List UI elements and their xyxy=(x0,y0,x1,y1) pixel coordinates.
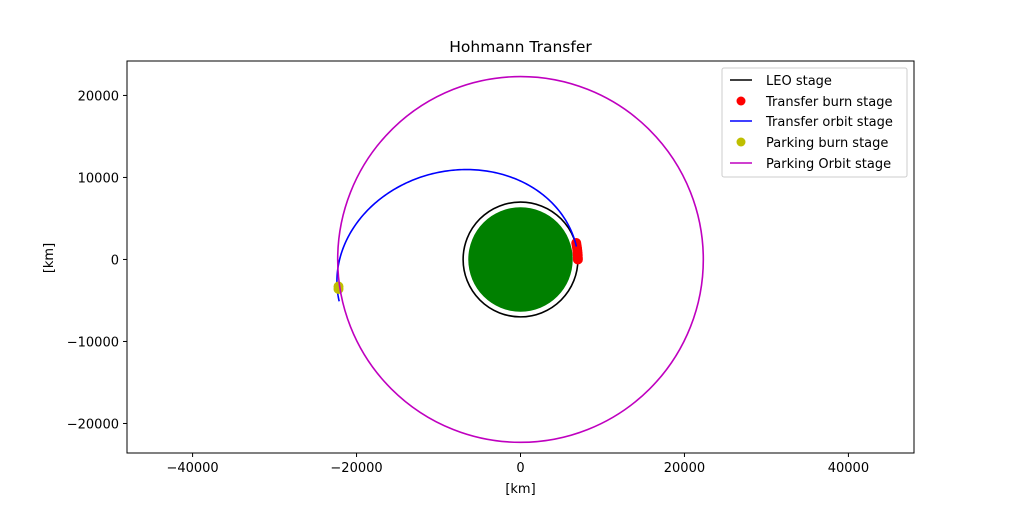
parking-orbit-stage-line xyxy=(336,75,705,444)
parking-burn-stage-point xyxy=(333,283,344,294)
legend-label-transfer-burn: Transfer burn stage xyxy=(765,95,892,110)
plot-area xyxy=(333,75,705,444)
earth-disk xyxy=(468,207,573,312)
y-axis-label: [km] xyxy=(42,243,57,273)
y-tick-label: −10000 xyxy=(67,335,119,350)
legend-box xyxy=(721,67,908,178)
transfer-burn-stage-point xyxy=(572,254,583,265)
chart-title: Hohmann Transfer xyxy=(449,38,592,56)
x-tick-label: 20000 xyxy=(664,461,705,476)
legend-label-parking-burn: Parking burn stage xyxy=(766,136,888,151)
x-tick-label: 40000 xyxy=(828,461,869,476)
x-tick-label: 0 xyxy=(516,461,524,476)
x-tick-label: −20000 xyxy=(330,461,382,476)
y-tick-label: −20000 xyxy=(67,417,119,432)
y-tick-label: 20000 xyxy=(78,89,119,104)
y-tick-label: 0 xyxy=(111,253,119,268)
x-tick-label: −40000 xyxy=(166,461,218,476)
legend: LEO stage Transfer burn stage Transfer o… xyxy=(721,67,908,178)
legend-label-parking-orbit: Parking Orbit stage xyxy=(766,157,891,172)
legend-label-transfer-orbit: Transfer orbit stage xyxy=(765,115,893,130)
legend-handle-transfer-burn xyxy=(736,96,746,106)
x-axis-label: [km] xyxy=(505,482,535,497)
legend-label-leo: LEO stage xyxy=(766,74,832,89)
legend-handle-parking-burn xyxy=(736,137,746,147)
transfer-orbit-stage-line xyxy=(336,168,578,302)
axis-ticks: −40000 −20000 0 20000 40000 −20000 −10000 0 1000… xyxy=(67,89,869,476)
y-tick-label: 10000 xyxy=(78,171,119,186)
